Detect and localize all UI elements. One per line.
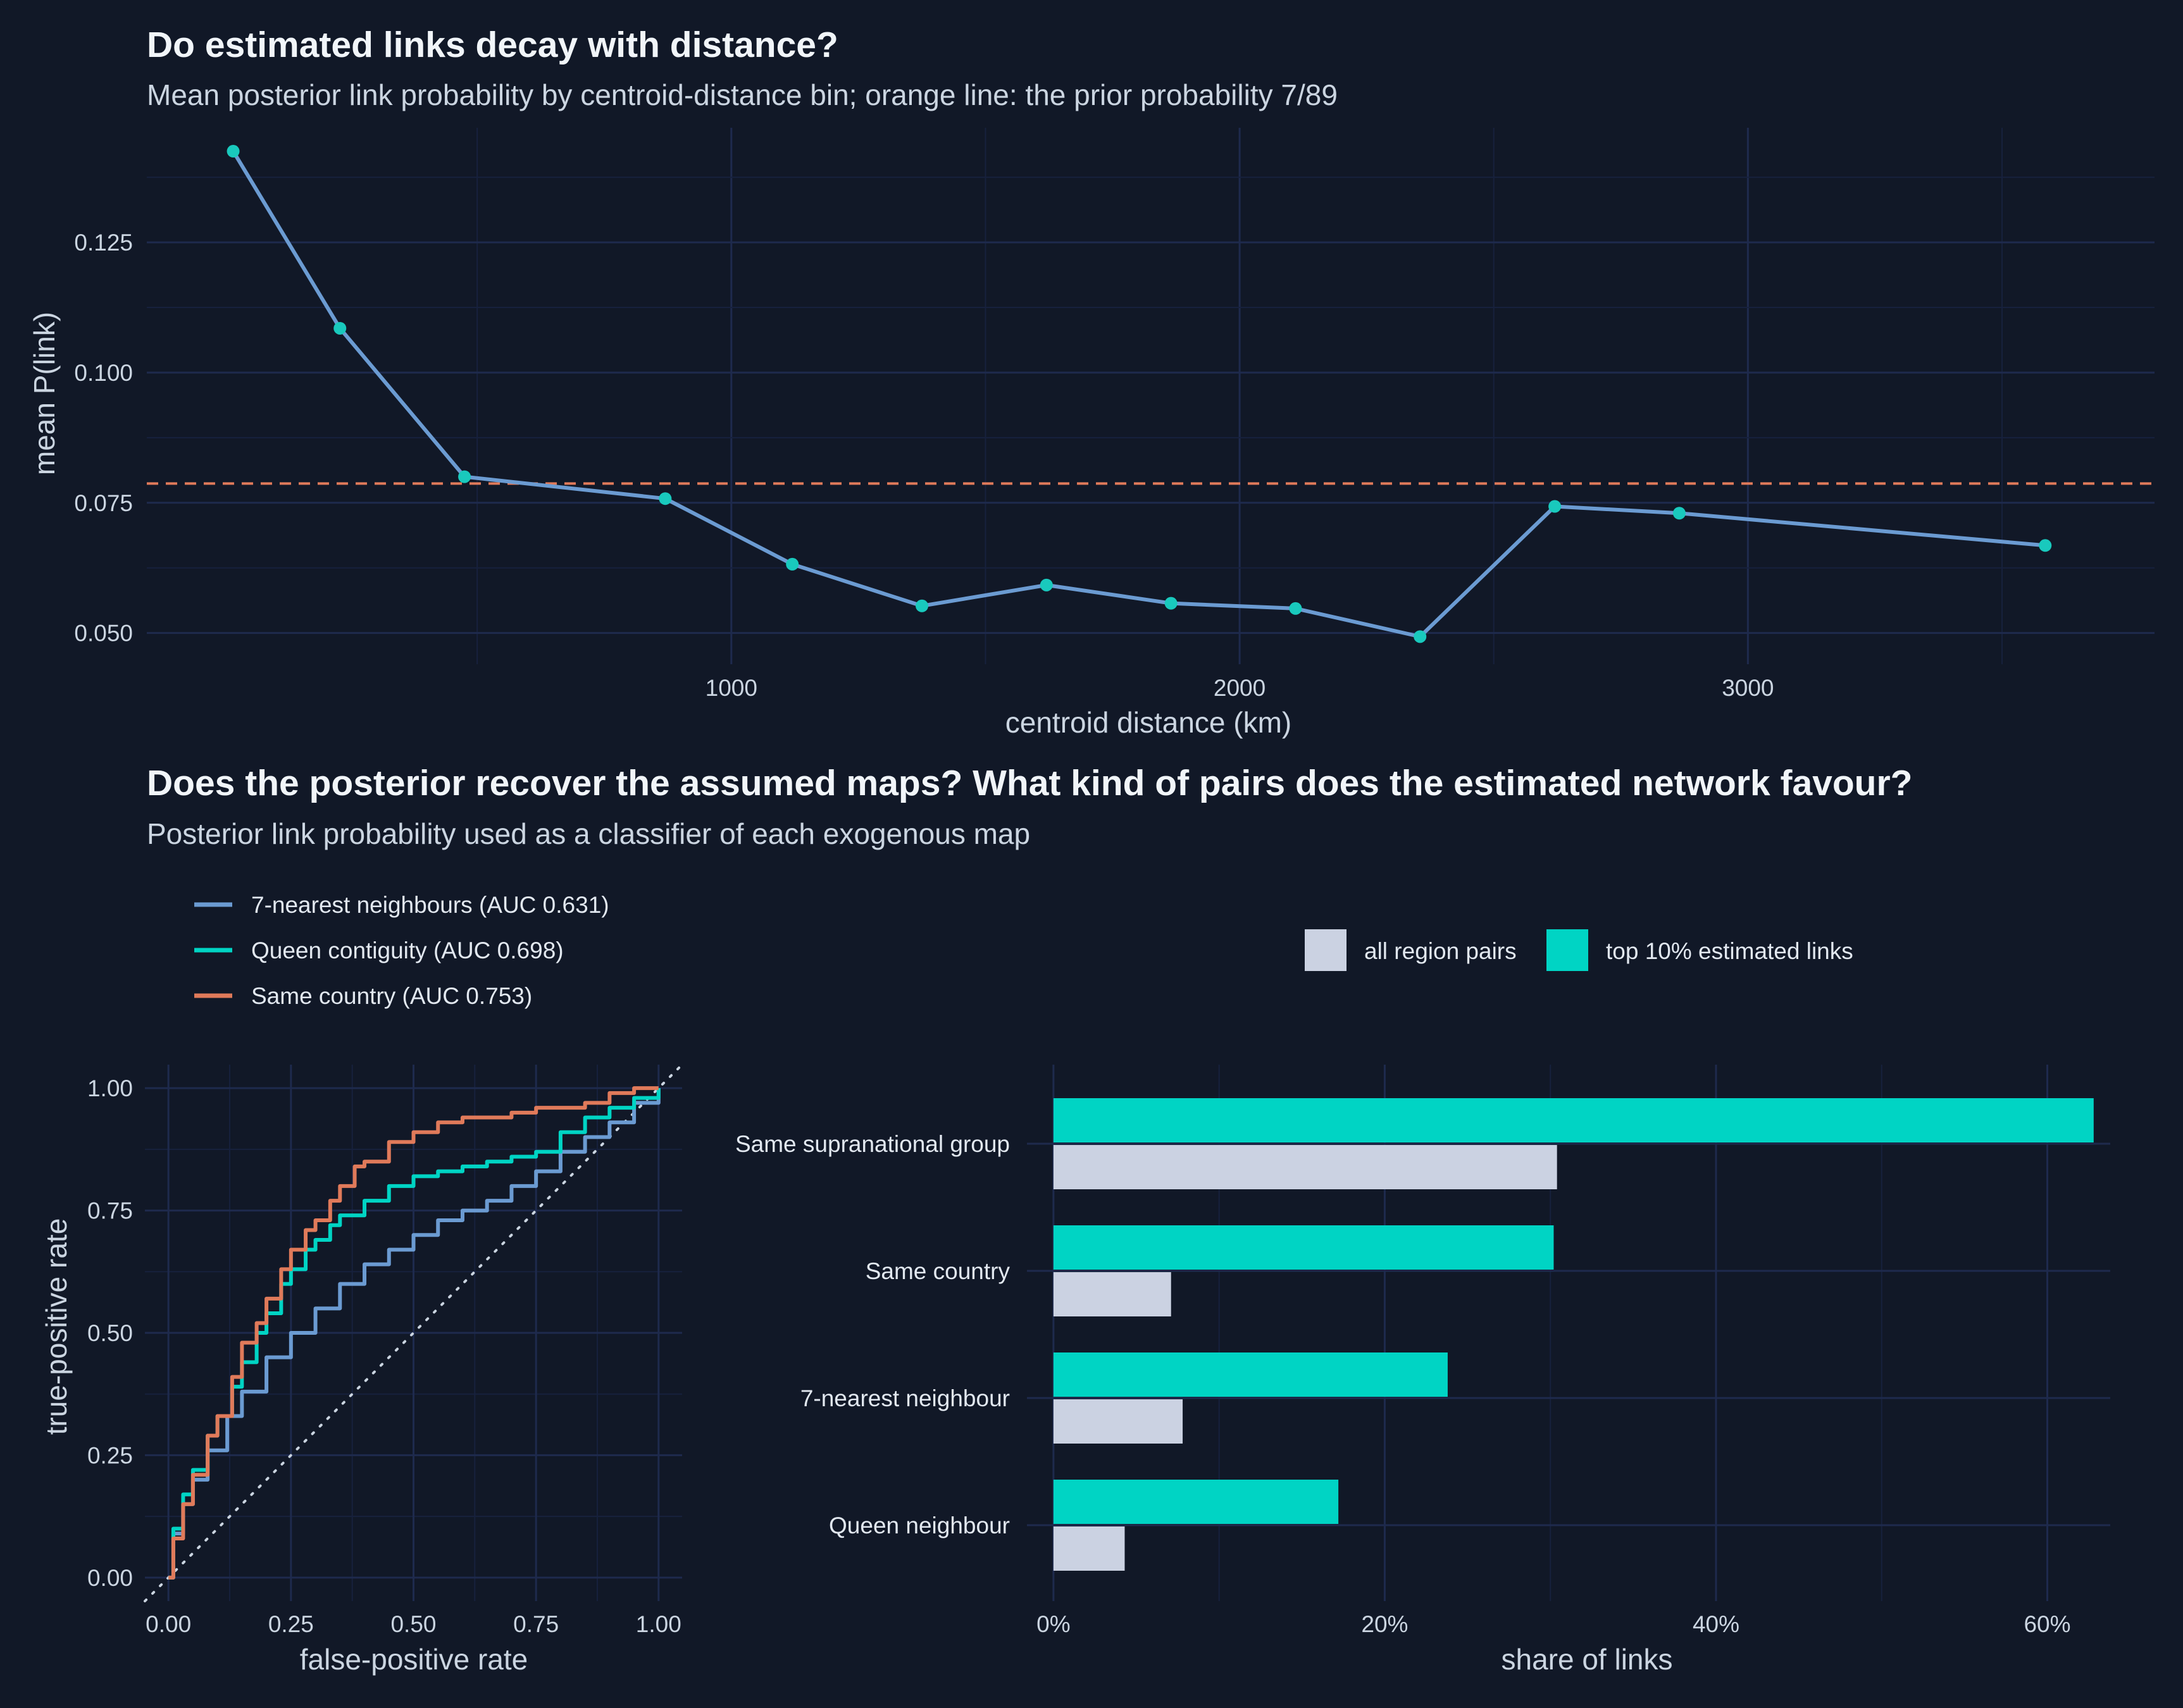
roc-y-ticks: 0.00 0.25 0.50 0.75 1.00	[87, 1075, 133, 1591]
distance-y-ticks: 0.050 0.075 0.100 0.125	[74, 230, 133, 646]
mean-link-point	[333, 321, 347, 335]
roc-y-axis-title: true-positive rate	[40, 1218, 73, 1435]
chance-diagonal	[144, 1063, 683, 1602]
bar-x-tick-label: 60%	[2024, 1611, 2070, 1637]
roc-diagonal	[144, 1063, 683, 1602]
roc-y-tick-label: 0.00	[87, 1565, 133, 1591]
top-links-bar	[1053, 1225, 1554, 1270]
bar-category-labels: Same supranational group Same country 7-ne…	[735, 1131, 1011, 1538]
roc-y-tick-label: 1.00	[87, 1075, 133, 1101]
roc-x-tick-label: 0.25	[268, 1611, 314, 1637]
distance-x-tick-label: 1000	[706, 675, 757, 701]
mean-link-point	[786, 557, 799, 571]
roc-x-tick-label: 1.00	[636, 1611, 681, 1637]
top-links-bar	[1053, 1098, 2094, 1142]
top-chart-title: Do estimated links decay with distance?	[147, 25, 838, 65]
distance-y-tick-label: 0.125	[74, 230, 133, 256]
bar-legend-key	[1546, 929, 1588, 971]
roc-y-tick-label: 0.25	[87, 1442, 133, 1468]
mean-link-point	[458, 470, 471, 483]
distance-decay-grid	[147, 128, 2155, 664]
roc-y-tick-label: 0.75	[87, 1198, 133, 1224]
roc-series	[168, 1086, 661, 1580]
roc-x-tick-label: 0.50	[390, 1611, 436, 1637]
all-pairs-bar	[1053, 1272, 1171, 1316]
distance-x-tick-label: 2000	[1214, 675, 1266, 701]
mean-link-point	[1164, 597, 1178, 610]
roc-legend-label: Same country (AUC 0.753)	[251, 983, 532, 1009]
bar-category-label: 7-nearest neighbour	[800, 1385, 1010, 1411]
distance-y-axis-title: mean P(link)	[28, 312, 61, 475]
mean-link-point	[1548, 500, 1562, 513]
distance-decay-series	[227, 145, 2052, 643]
mean-link-point	[1414, 630, 1427, 643]
bar-category-label: Same country	[866, 1258, 1011, 1284]
distance-x-ticks: 1000 2000 3000	[706, 675, 1774, 701]
roc-legend-label: 7-nearest neighbours (AUC 0.631)	[251, 892, 609, 918]
roc-chart: 0.00 0.25 0.50 0.75 1.00 0.00 0.25 0.50 0.75 1.0…	[40, 1063, 683, 1676]
mean-link-point	[227, 145, 240, 158]
all-pairs-bar	[1053, 1399, 1183, 1444]
all-pairs-bar	[1053, 1145, 1557, 1189]
bar-x-tick-label: 40%	[1693, 1611, 1739, 1637]
bar-x-tick-label: 20%	[1361, 1611, 1408, 1637]
bar-legend: all region pairs top 10% estimated links	[1305, 929, 1853, 971]
roc-legend-label: Queen contiguity (AUC 0.698)	[251, 938, 564, 963]
distance-x-tick-label: 3000	[1722, 675, 1774, 701]
top-links-bar	[1053, 1352, 1448, 1397]
roc-y-tick-label: 0.50	[87, 1320, 133, 1346]
bar-legend-label: top 10% estimated links	[1606, 938, 1853, 964]
bottom-chart-title: Does the posterior recover the assumed m…	[147, 763, 1913, 803]
roc-x-ticks: 0.00 0.25 0.50 0.75 1.00	[146, 1611, 681, 1637]
bar-legend-label: all region pairs	[1364, 938, 1517, 964]
distance-decay-chart: 1000 2000 3000 0.050 0.075 0.100 0.125 centro…	[28, 128, 2155, 739]
top-chart-subtitle: Mean posterior link probability by centr…	[147, 78, 1338, 111]
roc-x-axis-title: false-positive rate	[300, 1643, 528, 1676]
bar-marks	[1053, 1098, 2094, 1571]
share-bar-chart: Same supranational group Same country 7-ne…	[735, 1065, 2110, 1676]
mean-link-point	[659, 492, 672, 505]
mean-link-point	[1672, 507, 1686, 520]
bottom-chart-subtitle: Posterior link probability used as a cla…	[147, 817, 1030, 850]
mean-link-point	[1040, 578, 1053, 591]
mean-link-point	[1289, 602, 1302, 615]
bar-x-tick-label: 0%	[1036, 1611, 1070, 1637]
distance-y-tick-label: 0.100	[74, 360, 133, 386]
bar-x-axis-title: share of links	[1501, 1643, 1672, 1676]
distance-y-tick-label: 0.050	[74, 621, 133, 647]
all-pairs-bar	[1053, 1526, 1125, 1571]
top-links-bar	[1053, 1480, 1339, 1524]
mean-link-point	[2039, 539, 2052, 552]
bar-x-ticks: 0% 20% 40% 60%	[1036, 1611, 2070, 1637]
distance-y-tick-label: 0.075	[74, 490, 133, 516]
roc-curve-country	[168, 1086, 659, 1580]
bar-legend-key	[1305, 929, 1346, 971]
bar-category-label: Queen neighbour	[829, 1513, 1010, 1538]
roc-legend: 7-nearest neighbours (AUC 0.631) Queen co…	[194, 892, 609, 1009]
distance-x-axis-title: centroid distance (km)	[1005, 706, 1292, 739]
roc-x-tick-label: 0.00	[146, 1611, 191, 1637]
bar-category-label: Same supranational group	[735, 1131, 1010, 1157]
roc-x-tick-label: 0.75	[513, 1611, 559, 1637]
mean-link-point	[916, 599, 929, 612]
